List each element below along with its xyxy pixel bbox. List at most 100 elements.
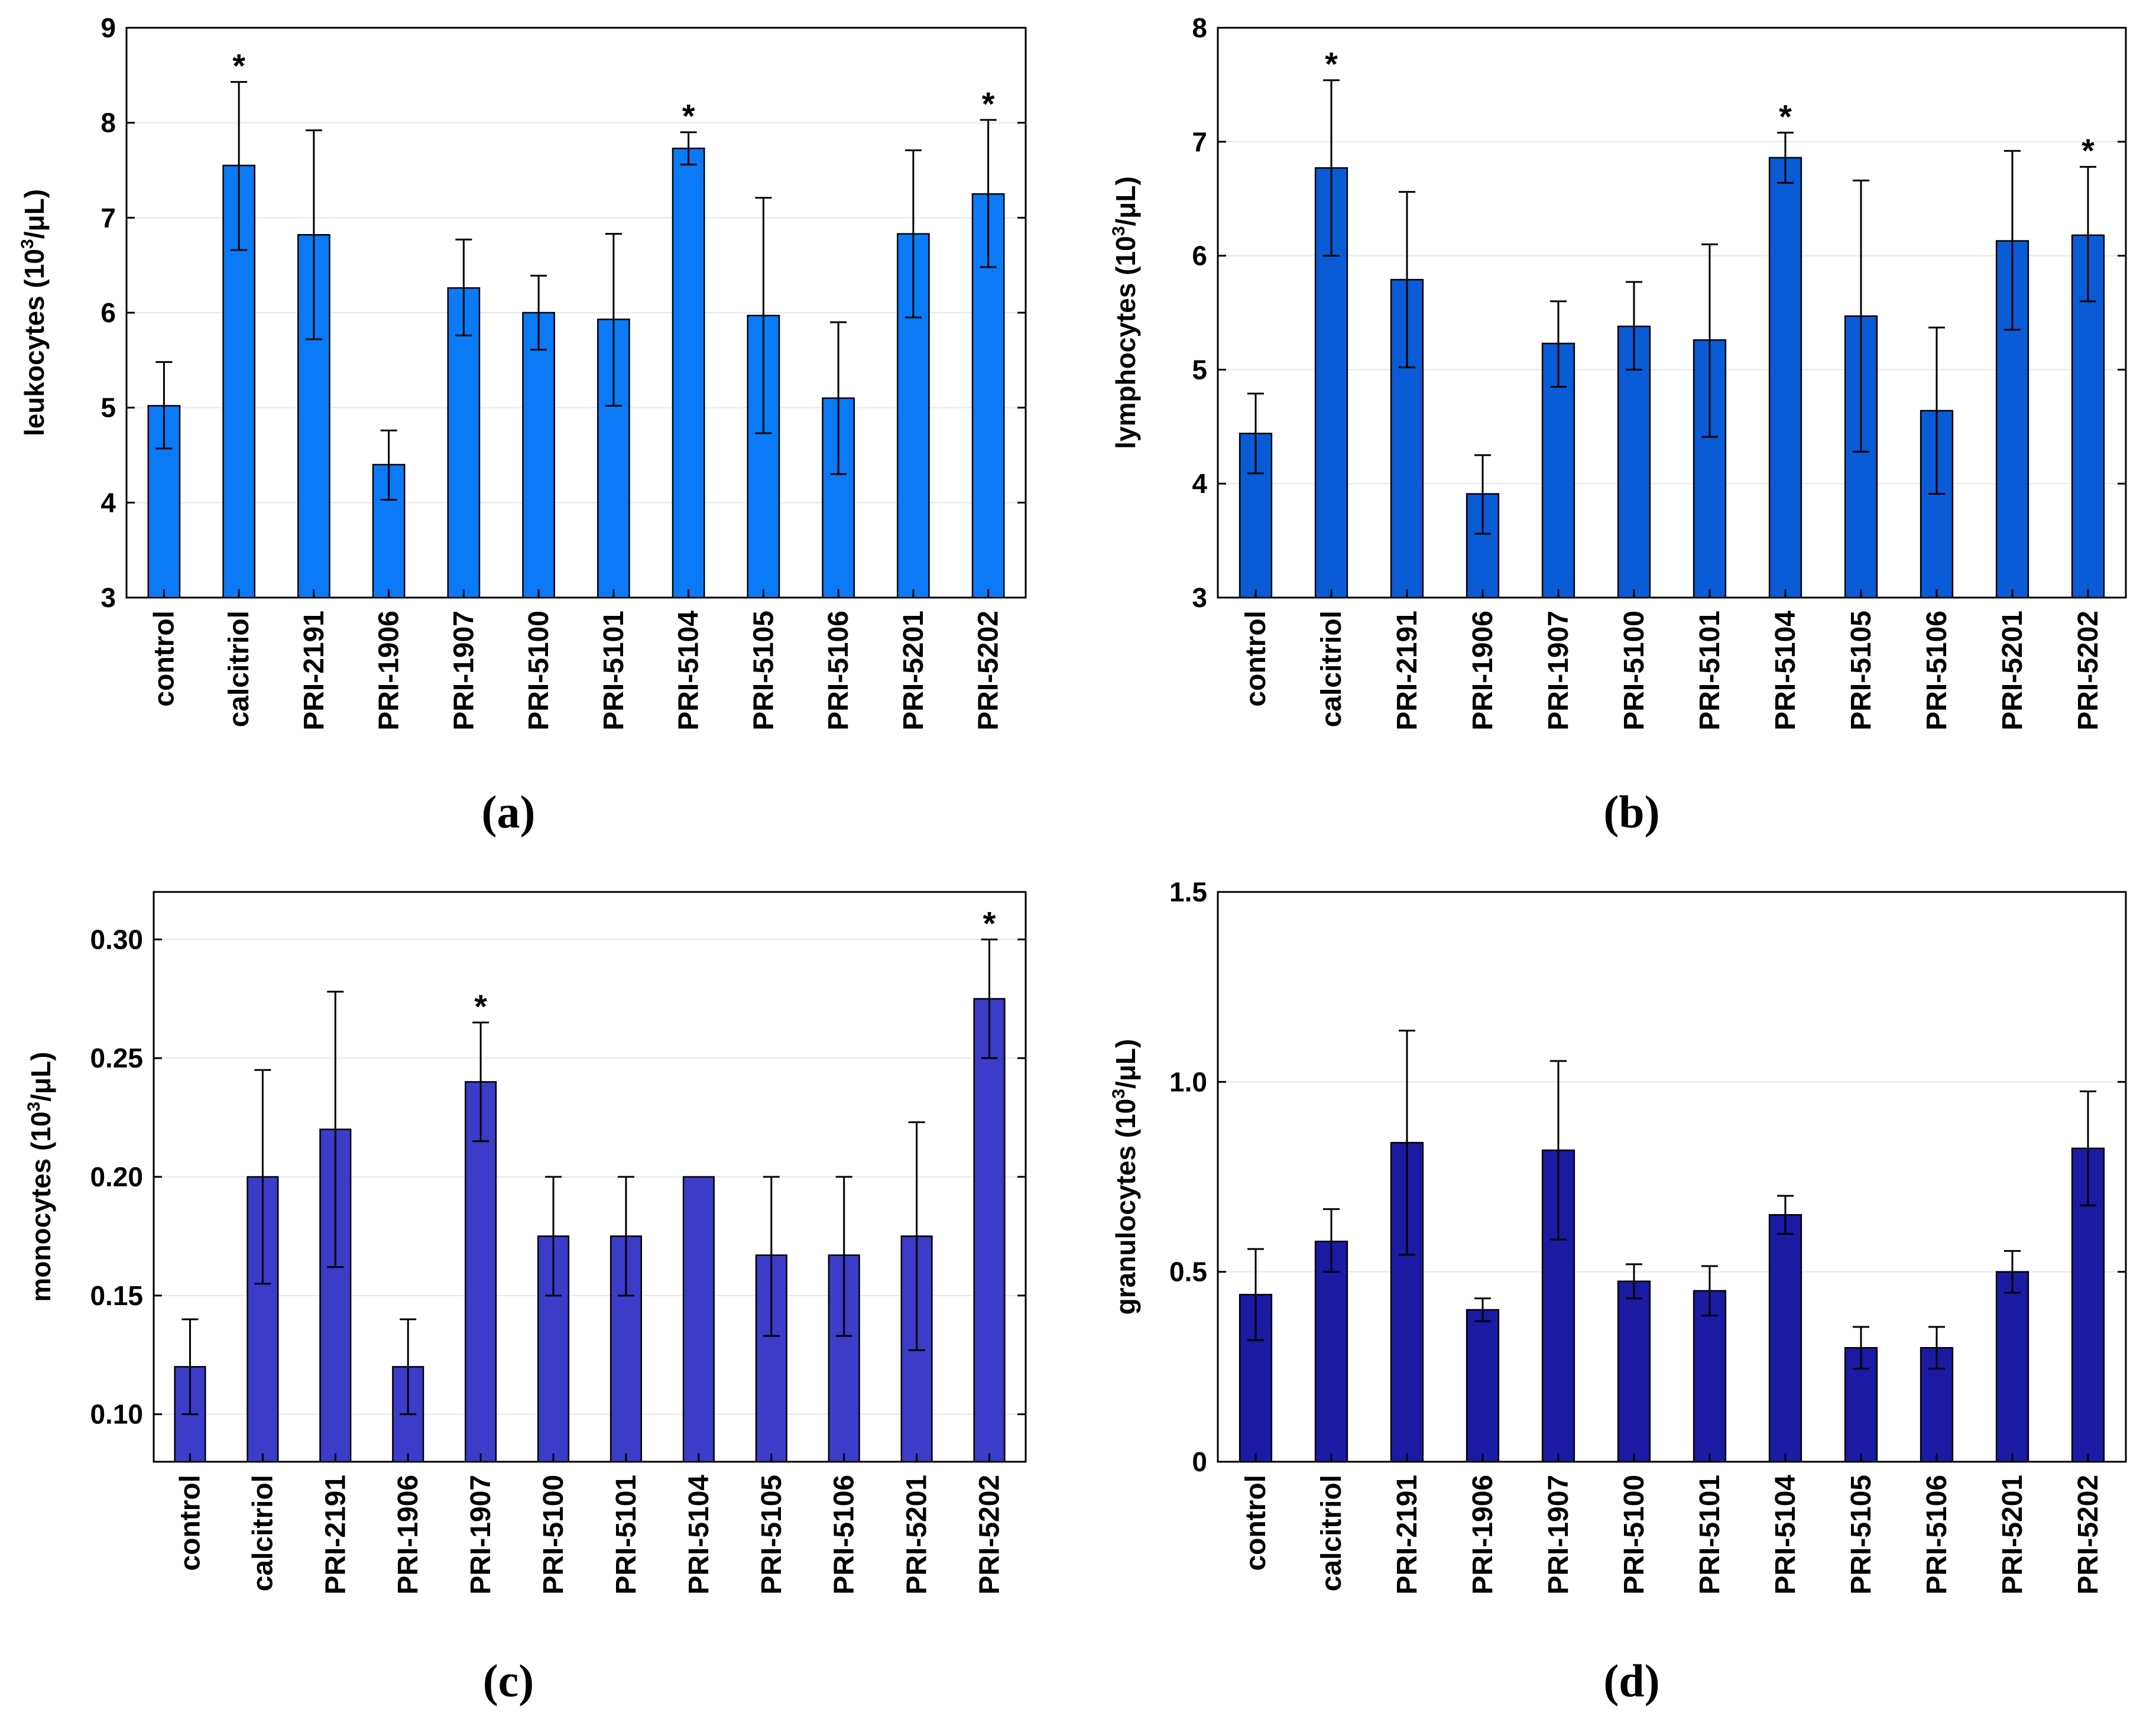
x-category-label: PRI-2191: [320, 1475, 351, 1595]
x-category-label: PRI-5202: [2073, 611, 2104, 731]
x-category-label: PRI-5201: [898, 611, 929, 731]
y-tick-label: 0.20: [90, 1161, 143, 1192]
x-category-label: PRI-5202: [973, 611, 1004, 731]
x-category-label: PRI-5106: [1921, 1475, 1953, 1595]
x-category-label: PRI-5201: [1997, 611, 2028, 731]
x-category-label: PRI-5105: [756, 1475, 787, 1595]
x-category-label: PRI-1907: [448, 611, 479, 731]
panel-c-monocytes: 0.10 0.15 0.20 0.25 0.30 monocytes (103/μL) co…: [24, 891, 1027, 1706]
panel-label: (a): [482, 786, 536, 838]
x-category-label: PRI-1907: [1543, 611, 1574, 731]
bar-pri-5104: [682, 1176, 715, 1463]
bar-pri-5100: [537, 1235, 570, 1463]
x-category-label: PRI-5104: [673, 611, 705, 731]
x-category-label: PRI-5201: [1997, 1475, 2028, 1595]
y-axis-title-main: granulocytes (10: [1110, 1099, 1141, 1315]
bar-pri-5101: [1693, 1290, 1727, 1463]
x-category-label: PRI-1907: [1543, 1475, 1574, 1595]
y-tick-label: 5: [100, 392, 116, 423]
y-tick-label: 1.0: [1169, 1066, 1207, 1097]
y-tick-label: 6: [100, 297, 116, 328]
y-tick-label: 4: [1192, 468, 1207, 499]
x-category-label: PRI-5201: [902, 1475, 933, 1595]
y-axis-title-tail: /μL): [25, 1052, 56, 1101]
y-tick-label: 1.5: [1169, 877, 1207, 907]
y-tick-label: 7: [100, 202, 116, 233]
x-category-label: calcitriol: [247, 1475, 278, 1591]
y-axis-title: lymphocytes (103/μL): [1109, 176, 1141, 449]
y-tick-label: 8: [100, 108, 116, 138]
y-axis-title: monocytes (103/μL): [24, 1052, 56, 1302]
panel-label: (d): [1603, 1655, 1659, 1706]
y-tick-label: 0: [1192, 1446, 1207, 1477]
x-category-label: PRI-1906: [1467, 1475, 1499, 1595]
bar-pri-5100: [1617, 1280, 1651, 1463]
x-category-label: control: [1240, 611, 1272, 707]
significance-marker: *: [983, 904, 996, 942]
y-tick-label: 8: [1192, 12, 1207, 43]
y-axis-title-main: lymphocytes (10: [1110, 236, 1141, 449]
significance-marker: *: [982, 85, 995, 122]
significance-marker: *: [682, 98, 695, 135]
x-category-label: PRI-5104: [1770, 611, 1801, 731]
significance-marker: *: [232, 47, 245, 85]
x-category-label: PRI-5101: [1694, 1475, 1726, 1595]
x-category-label: PRI-1907: [465, 1475, 497, 1595]
y-axis-title-tail: /μL): [1110, 176, 1141, 226]
y-tick-label: 3: [100, 582, 116, 613]
bar-calcitriol: [1314, 1241, 1348, 1463]
x-category-label: PRI-5106: [829, 1475, 860, 1595]
x-category-label: PRI-5105: [748, 611, 779, 731]
panel-label: (b): [1603, 786, 1659, 838]
x-category-label: PRI-5101: [598, 611, 630, 731]
y-tick-label: 0.10: [90, 1399, 143, 1430]
y-axis-title-tail: /μL): [1110, 1039, 1141, 1089]
x-category-label: calcitriol: [1316, 1475, 1347, 1591]
significance-marker: *: [1779, 98, 1792, 135]
bar-pri-5104: [1768, 1214, 1802, 1463]
y-axis-title-sup: 3: [24, 1102, 44, 1112]
x-category-label: PRI-2191: [1392, 611, 1423, 731]
x-category-label: PRI-2191: [1392, 1475, 1423, 1595]
x-category-label: PRI-5104: [683, 1475, 715, 1595]
y-axis-title: granulocytes (103/μL): [1109, 1039, 1141, 1315]
x-category-label: PRI-5106: [1921, 611, 1953, 731]
x-category-label: calcitriol: [1316, 611, 1347, 727]
bar-pri-5202: [973, 998, 1006, 1463]
y-axis-title-tail: /μL): [19, 189, 50, 239]
x-category-label: PRI-1906: [393, 1475, 424, 1595]
x-category-label: PRI-5202: [2073, 1475, 2104, 1595]
y-tick-label: 0.15: [90, 1280, 143, 1311]
x-category-label: control: [148, 611, 180, 707]
x-category-label: PRI-5105: [1846, 1475, 1877, 1595]
significance-marker: *: [1325, 46, 1338, 83]
bar-pri-5100: [522, 311, 555, 599]
x-category-label: PRI-2191: [299, 611, 330, 731]
panel-label: (c): [483, 1655, 534, 1706]
x-category-label: control: [174, 1475, 206, 1571]
x-category-label: PRI-5101: [611, 1475, 642, 1595]
bar-pri-5104: [1768, 157, 1802, 599]
y-tick-label: 5: [1192, 354, 1207, 385]
x-category-label: PRI-5105: [1846, 611, 1877, 731]
x-category-label: PRI-5100: [538, 1475, 569, 1595]
y-tick-label: 7: [1192, 126, 1207, 157]
y-tick-label: 4: [100, 487, 116, 518]
bar-pri-1906: [1466, 1309, 1500, 1463]
y-axis-title-main: monocytes (10: [25, 1111, 56, 1302]
y-axis-title-sup: 3: [18, 239, 37, 249]
x-category-label: PRI-5100: [1619, 611, 1650, 731]
x-category-label: PRI-5104: [1770, 1475, 1801, 1595]
y-tick-label: 0.5: [1169, 1257, 1207, 1287]
y-tick-label: 0.30: [90, 924, 143, 955]
bar-pri-5104: [672, 147, 705, 599]
panel-d-granulocytes: 0 0.5 1.0 1.5 granulocytes (103/μL) control ca…: [1109, 877, 2127, 1706]
y-tick-label: 6: [1192, 241, 1207, 271]
y-tick-label: 3: [1192, 582, 1207, 613]
x-category-label: PRI-5106: [823, 611, 854, 731]
x-category-label: PRI-5202: [974, 1475, 1006, 1595]
plot-frame: [1217, 891, 2127, 1463]
x-category-label: PRI-5100: [1619, 1475, 1650, 1595]
panel-b-lymphocytes: 3 4 5 6 7 8 lymphocytes (103/μL) control * calcit…: [1109, 12, 2127, 838]
